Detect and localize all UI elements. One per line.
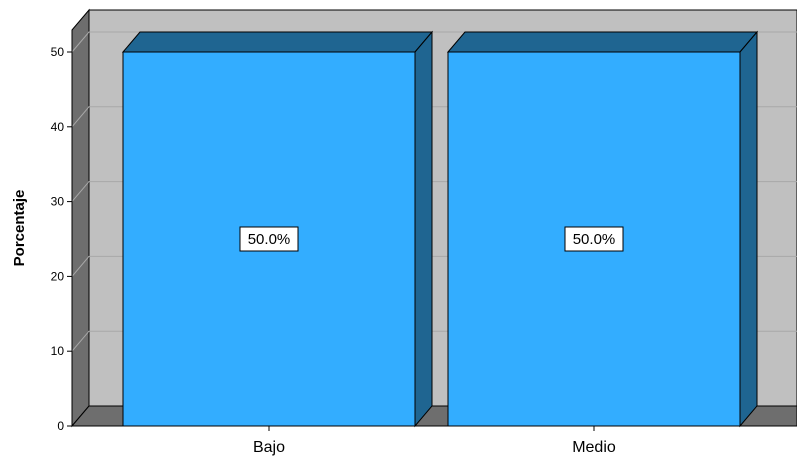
data-label-box	[564, 226, 624, 252]
y-tick-label: 0	[57, 419, 64, 433]
bar-top	[121, 31, 434, 53]
y-tick-label: 20	[51, 269, 65, 283]
left-wall	[71, 8, 90, 428]
bar-side	[739, 30, 758, 428]
bars: 50.0% 50.0%	[121, 30, 759, 428]
data-label: 50.0%	[248, 231, 291, 248]
y-tick-label: 30	[51, 195, 65, 209]
y-tick-label: 50	[51, 45, 65, 59]
bar-bajo: 50.0%	[121, 30, 434, 428]
x-tick-label: Medio	[572, 439, 616, 456]
x-axis: Bajo Medio	[72, 425, 797, 456]
y-tick-label: 10	[51, 344, 65, 358]
bar-top	[446, 31, 759, 53]
data-label-box	[239, 226, 299, 252]
bar-side	[414, 30, 433, 428]
y-axis-label: Porcentaje	[11, 190, 28, 267]
x-tick-label: Bajo	[253, 439, 285, 456]
data-label: 50.0%	[573, 231, 616, 248]
bar-medio: 50.0%	[446, 30, 759, 428]
y-axis: 0 10 20 30 40 50	[51, 30, 73, 433]
y-tick-label: 40	[51, 120, 65, 134]
